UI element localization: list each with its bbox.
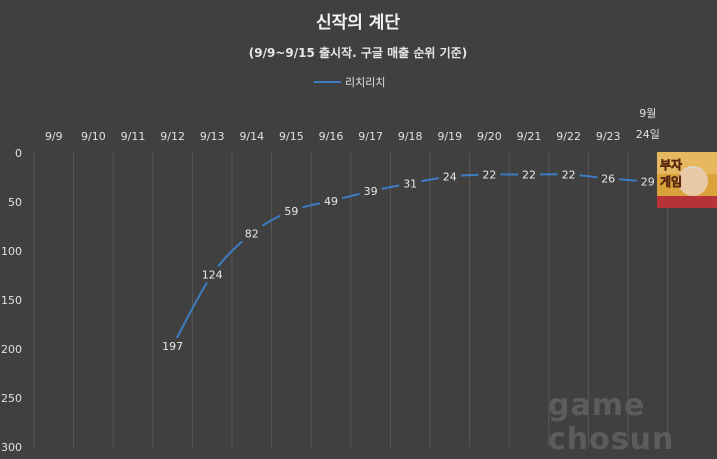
data-labels: 197 124 82 59 49 39 31 24 22 22 22 26 29 bbox=[161, 166, 659, 355]
data-label-bg bbox=[478, 166, 501, 183]
data-label-bg bbox=[161, 338, 184, 355]
data-label-bg bbox=[359, 183, 382, 200]
thumbnail-text-1: 부자 bbox=[660, 157, 682, 172]
watermark-line-1: game bbox=[548, 388, 645, 423]
data-label: 49 bbox=[324, 195, 338, 208]
x-tick-label: 9/13 bbox=[200, 130, 225, 143]
x-tick-label: 9/20 bbox=[477, 130, 502, 143]
game-thumbnail: 부자 게임 bbox=[657, 152, 717, 208]
data-label-bg bbox=[597, 170, 620, 187]
data-label-bg bbox=[399, 175, 422, 192]
data-label-bg bbox=[201, 266, 224, 283]
x-tick-label: 9/14 bbox=[239, 130, 264, 143]
series-line bbox=[171, 173, 648, 347]
y-tick-label: 100 bbox=[1, 245, 22, 258]
data-label: 82 bbox=[245, 227, 259, 240]
data-label: 197 bbox=[162, 340, 183, 353]
chart-title: 신작의 계단 bbox=[316, 13, 400, 33]
data-label: 39 bbox=[364, 185, 378, 198]
data-label-bg bbox=[438, 168, 461, 185]
x-tick-label: 9/19 bbox=[437, 130, 462, 143]
x-tick-label: 9/22 bbox=[556, 130, 581, 143]
data-label: 22 bbox=[482, 169, 496, 182]
data-label-bg bbox=[240, 225, 263, 242]
legend-label: 리치리치 bbox=[345, 76, 385, 89]
x-tick-label: 9/12 bbox=[160, 130, 185, 143]
x-tick-label: 9/9 bbox=[45, 130, 63, 143]
data-label-bg bbox=[518, 166, 540, 183]
y-axis: 0 50 100 150 200 250 300 bbox=[1, 147, 22, 454]
x-tick-label: 9월 bbox=[639, 107, 656, 120]
data-label: 31 bbox=[403, 177, 417, 190]
data-label-bg bbox=[320, 193, 342, 210]
data-label: 124 bbox=[202, 269, 223, 282]
x-tick-label: 9/11 bbox=[121, 130, 146, 143]
y-tick-label: 200 bbox=[1, 343, 22, 356]
data-label: 22 bbox=[522, 169, 536, 182]
x-tick-label: 9/21 bbox=[517, 130, 542, 143]
y-tick-label: 50 bbox=[8, 196, 22, 209]
data-label: 59 bbox=[284, 205, 298, 218]
data-label: 26 bbox=[601, 172, 615, 185]
data-label: 24 bbox=[443, 171, 457, 184]
watermark: game chosun bbox=[548, 388, 674, 457]
thumbnail-text-2: 게임 bbox=[660, 175, 682, 189]
y-tick-label: 0 bbox=[15, 147, 22, 160]
y-tick-label: 300 bbox=[1, 441, 22, 454]
y-tick-label: 150 bbox=[1, 294, 22, 307]
y-tick-label: 250 bbox=[1, 392, 22, 405]
x-tick-label: 24일 bbox=[636, 127, 660, 141]
data-label-bg bbox=[280, 202, 303, 219]
x-tick-label: 9/10 bbox=[81, 130, 106, 143]
data-label-bg bbox=[557, 166, 580, 183]
data-label: 29 bbox=[641, 175, 655, 188]
x-axis: 9/9 9/10 9/11 9/12 9/13 9/14 9/15 9/16 9/17 9/18 9… bbox=[45, 107, 660, 143]
chart-subtitle: (9/9~9/15 출시작. 구글 매출 순위 기준) bbox=[249, 45, 467, 60]
data-label: 22 bbox=[562, 169, 576, 182]
x-tick-label: 9/16 bbox=[319, 130, 344, 143]
legend: 리치리치 bbox=[314, 76, 385, 89]
x-tick-label: 9/23 bbox=[596, 130, 621, 143]
watermark-line-2: chosun bbox=[548, 422, 674, 457]
x-tick-label: 9/17 bbox=[358, 130, 383, 143]
data-label-bg bbox=[636, 173, 659, 190]
x-tick-label: 9/18 bbox=[398, 130, 423, 143]
grid bbox=[33, 153, 669, 447]
x-tick-label: 9/15 bbox=[279, 130, 304, 143]
